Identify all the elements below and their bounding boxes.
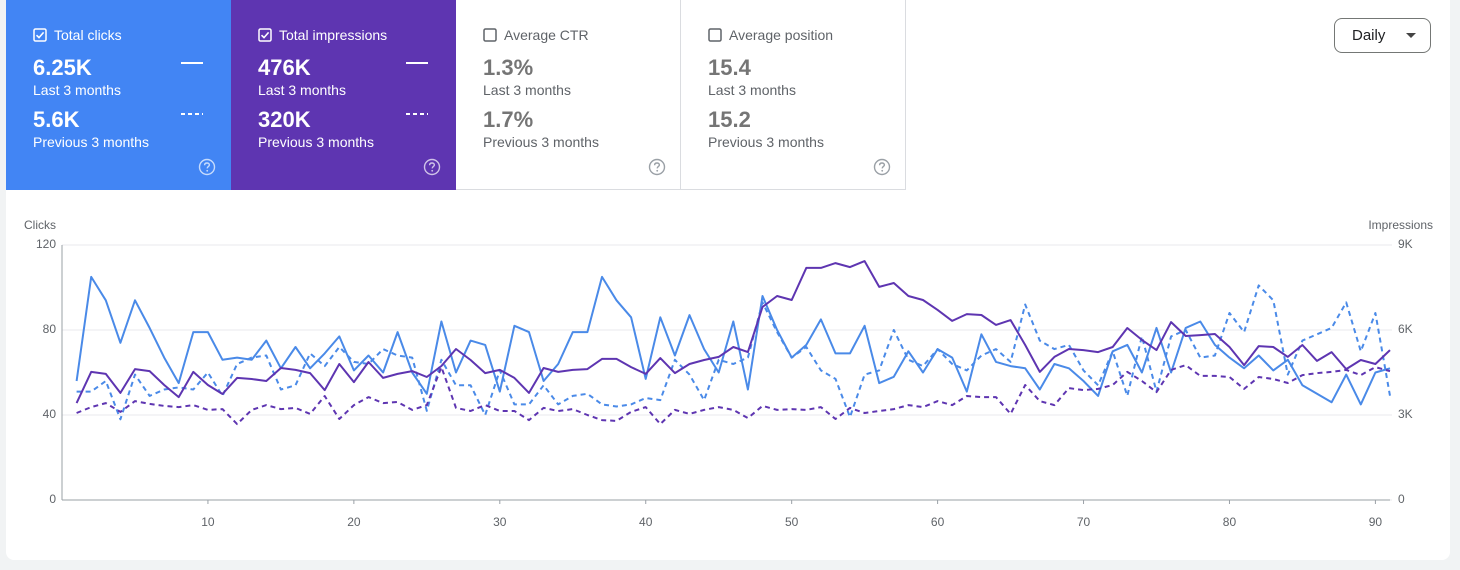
series-line — [76, 284, 1391, 421]
x-tick-label: 90 — [1369, 515, 1383, 529]
metric-card[interactable]: Total clicks 6.25K Last 3 months 5.6K Previo… — [6, 0, 231, 190]
metric-value: 6.25K — [33, 55, 92, 80]
x-tick-label: 20 — [347, 515, 361, 529]
y-tick-label: 40 — [43, 407, 57, 421]
metric-value: 1.3% — [483, 55, 534, 80]
x-tick-label: 60 — [931, 515, 945, 529]
y-tick-label: 0 — [49, 492, 56, 506]
y2-axis-label: Impressions — [1368, 218, 1433, 232]
metric-prev-period: Previous 3 months — [33, 134, 149, 150]
help-icon[interactable] — [198, 158, 216, 176]
metric-prev-period: Previous 3 months — [483, 134, 599, 150]
help-icon[interactable] — [423, 158, 441, 176]
metric-card[interactable]: Total impressions 476K Last 3 months 320K Pr… — [231, 0, 456, 190]
metric-label: Average CTR — [504, 27, 589, 43]
line-style-legend — [181, 62, 203, 115]
metric-prev-value: 1.7% — [483, 107, 534, 132]
metric-card[interactable]: Average CTR 1.3% Last 3 months 1.7% Previous… — [456, 0, 681, 190]
x-tick-label: 40 — [639, 515, 653, 529]
metric-header: Total clicks — [33, 27, 122, 43]
metric-prev-value: 15.2 — [708, 107, 751, 132]
metric-label: Total impressions — [279, 27, 388, 43]
dropdown-arrow — [1406, 33, 1416, 38]
series-line — [75, 260, 1391, 404]
metric-period: Last 3 months — [483, 82, 571, 98]
metric-prev-value: 320K — [258, 107, 311, 132]
y2-tick-label: 6K — [1398, 322, 1413, 336]
series-line — [75, 275, 1391, 406]
metric-value: 476K — [258, 55, 311, 80]
y2-tick-label: 0 — [1398, 492, 1405, 506]
performance-panel: Clicks Impressions 0 40 80 120 0 3K 6K 9K 10 20 30… — [6, 0, 1450, 560]
x-tick-label: 80 — [1223, 515, 1237, 529]
x-tick-label: 50 — [785, 515, 799, 529]
y-tick-label: 120 — [36, 237, 56, 251]
checkbox[interactable] — [258, 28, 272, 42]
metric-prev-period: Previous 3 months — [708, 134, 824, 150]
metric-value: 15.4 — [708, 55, 751, 80]
help-icon[interactable] — [648, 158, 666, 176]
checkbox[interactable] — [708, 28, 722, 42]
checkbox[interactable] — [33, 28, 47, 42]
metric-header: Average position — [708, 27, 833, 43]
metric-prev-value: 5.6K — [33, 107, 80, 132]
period-text: Daily — [1352, 27, 1386, 44]
metric-period: Last 3 months — [708, 82, 796, 98]
help-icon[interactable] — [873, 158, 891, 176]
metric-header: Average CTR — [483, 27, 589, 43]
metric-period: Last 3 months — [258, 82, 346, 98]
x-tick-label: 10 — [201, 515, 215, 529]
x-tick-label: 30 — [493, 515, 507, 529]
metric-card[interactable]: Average position 15.4 Last 3 months 15.2 Pre… — [681, 0, 906, 190]
metric-label: Total clicks — [54, 27, 122, 43]
metric-period: Last 3 months — [33, 82, 121, 98]
y-tick-label: 80 — [43, 322, 57, 336]
y2-tick-label: 9K — [1398, 237, 1413, 251]
chart: Clicks Impressions 0 40 80 120 0 3K 6K 9K 10 20 30… — [24, 218, 1433, 529]
metric-header: Total impressions — [258, 27, 387, 43]
metric-label: Average position — [729, 27, 834, 43]
metric-prev-period: Previous 3 months — [258, 134, 374, 150]
x-tick-label: 70 — [1077, 515, 1091, 529]
y-axis-label: Clicks — [24, 218, 56, 232]
checkbox[interactable] — [483, 28, 497, 42]
period-dropdown[interactable]: Daily — [1334, 18, 1431, 53]
y2-tick-label: 3K — [1398, 407, 1413, 421]
line-style-legend — [406, 62, 428, 115]
